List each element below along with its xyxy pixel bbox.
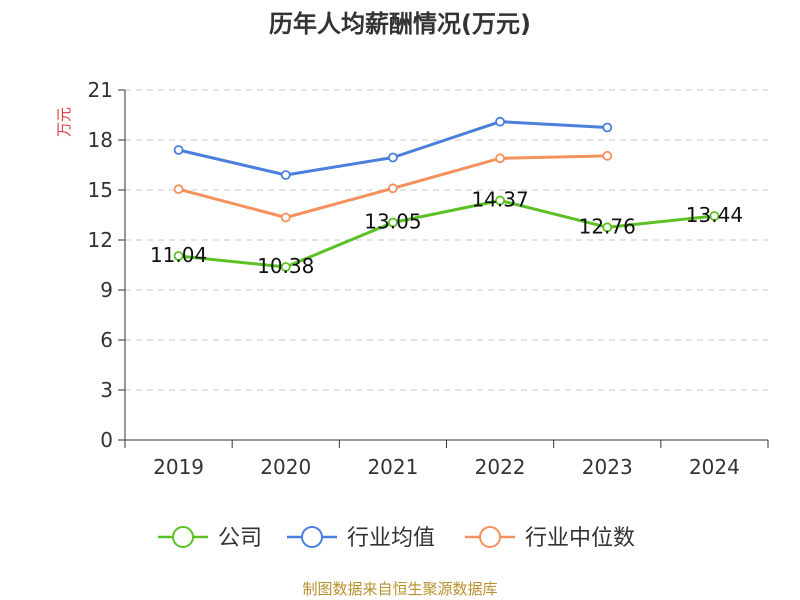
y-axis-unit-label: 万元 xyxy=(55,107,73,137)
chart-title: 历年人均薪酬情况(万元) xyxy=(269,10,531,38)
point-公司-2023 xyxy=(602,222,613,233)
y-tick-label-0: 0 xyxy=(100,428,113,452)
x-tick-label-2021: 2021 xyxy=(367,455,418,479)
x-tick-label-2022: 2022 xyxy=(475,455,526,479)
grid xyxy=(125,89,768,391)
x-tick-label-2023: 2023 xyxy=(582,455,633,479)
series-layer xyxy=(173,116,720,272)
legend-marker-行业中位数 xyxy=(479,526,501,548)
data-label-2022: 14.37 xyxy=(471,188,528,212)
point-公司-2024 xyxy=(709,211,720,221)
point-行业中位数-2022 xyxy=(495,153,505,164)
legend-label-行业中位数: 行业中位数 xyxy=(525,526,635,551)
point-行业中位数-2020 xyxy=(280,212,291,223)
data-label-2024: 13.44 xyxy=(686,203,743,227)
data-label-2020: 10.38 xyxy=(257,254,314,278)
series-line-行业均值 xyxy=(178,120,608,177)
legend-label-行业均值: 行业均值 xyxy=(347,526,435,551)
y-tick-label-12: 12 xyxy=(88,228,113,252)
point-公司-2020 xyxy=(280,262,291,272)
data-label-2019: 11.04 xyxy=(150,243,207,267)
y-tick-label-9: 9 xyxy=(100,278,113,302)
legend[interactable]: 公司 行业均值 行业中位数 xyxy=(158,526,635,551)
point-公司-2019 xyxy=(173,251,184,261)
point-行业均值-2020 xyxy=(280,170,291,180)
point-行业均值-2021 xyxy=(388,152,398,163)
point-行业均值-2023 xyxy=(602,122,613,133)
source-note: 制图数据来自恒生聚源数据库 xyxy=(302,580,497,598)
axes: 0 3 6 9 12 15 18 21 2019 2020 2021 2022 2023 2024 xyxy=(88,78,769,479)
point-行业均值-2019 xyxy=(173,145,184,155)
y-tick-label-21: 21 xyxy=(88,78,113,102)
y-tick-label-18: 18 xyxy=(88,128,113,152)
data-labels: 11.04 10.38 13.05 14.37 12.76 13.44 xyxy=(150,188,743,279)
legend-item-行业均值[interactable]: 行业均值 xyxy=(287,526,435,551)
data-label-2023: 12.76 xyxy=(579,214,636,238)
data-label-2021: 13.05 xyxy=(364,210,421,234)
point-行业中位数-2023 xyxy=(602,150,613,161)
y-tick-label-15: 15 xyxy=(88,178,113,202)
legend-label-公司: 公司 xyxy=(218,526,262,551)
legend-marker-行业均值 xyxy=(301,526,323,548)
point-行业中位数-2021 xyxy=(388,183,398,194)
point-公司-2022 xyxy=(495,195,505,206)
x-tick-label-2020: 2020 xyxy=(260,455,311,479)
x-tick-label-2024: 2024 xyxy=(689,455,740,479)
legend-item-行业中位数[interactable]: 行业中位数 xyxy=(465,526,635,551)
point-公司-2021 xyxy=(388,217,398,228)
y-tick-label-3: 3 xyxy=(100,378,113,402)
point-行业中位数-2019 xyxy=(173,184,184,195)
point-行业均值-2022 xyxy=(495,116,505,127)
legend-item-公司[interactable]: 公司 xyxy=(158,526,262,551)
legend-marker-公司 xyxy=(172,526,194,548)
y-tick-label-6: 6 xyxy=(100,328,113,352)
x-tick-label-2019: 2019 xyxy=(153,455,204,479)
series-line-公司 xyxy=(178,199,715,269)
